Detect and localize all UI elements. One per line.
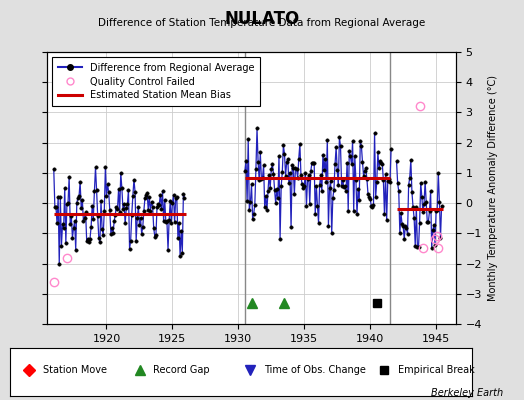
Text: Time of Obs. Change: Time of Obs. Change [264,365,366,374]
Text: Record Gap: Record Gap [154,365,210,374]
Text: Station Move: Station Move [43,365,107,374]
Y-axis label: Monthly Temperature Anomaly Difference (°C): Monthly Temperature Anomaly Difference (… [488,75,498,301]
Legend: Difference from Regional Average, Quality Control Failed, Estimated Station Mean: Difference from Regional Average, Qualit… [52,57,260,106]
Text: Empirical Break: Empirical Break [398,365,475,374]
Text: NULATO: NULATO [224,10,300,28]
Text: Berkeley Earth: Berkeley Earth [431,388,503,398]
Text: Difference of Station Temperature Data from Regional Average: Difference of Station Temperature Data f… [99,18,425,28]
